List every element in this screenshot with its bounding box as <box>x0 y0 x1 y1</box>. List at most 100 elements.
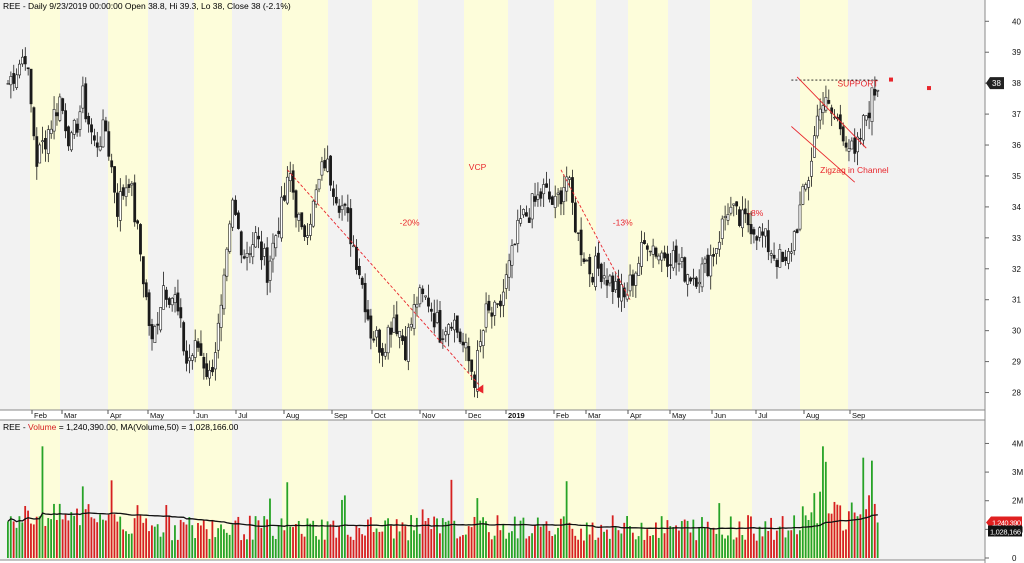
volume-bar <box>300 533 303 558</box>
volume-bar <box>309 523 312 558</box>
candle-body <box>69 132 73 151</box>
volume-bar <box>542 524 545 558</box>
volume-bar <box>663 533 666 558</box>
candle-body <box>870 87 874 122</box>
candle-body <box>550 196 554 205</box>
candle-body <box>464 342 468 349</box>
candle-body <box>156 323 160 326</box>
volume-bar <box>266 519 268 558</box>
candle-body <box>268 260 272 281</box>
volume-title-prefix: REE - <box>3 422 28 432</box>
candle-body <box>568 177 572 180</box>
candle-body <box>752 229 756 235</box>
candle-body <box>617 278 620 298</box>
candle-body <box>378 329 381 353</box>
candle-body <box>789 251 793 254</box>
month-band-volume <box>848 420 985 560</box>
candle-body <box>139 224 142 255</box>
volume-bar <box>516 538 519 558</box>
volume-bar <box>744 539 747 558</box>
volume-bar <box>513 516 516 558</box>
volume-bar <box>433 516 436 558</box>
month-band <box>596 0 628 410</box>
volume-bar <box>453 520 456 558</box>
candle-body <box>810 160 813 177</box>
volume-bar <box>738 521 741 558</box>
candle-body <box>401 335 404 342</box>
candle-body <box>608 275 612 284</box>
candle-body <box>173 294 177 303</box>
candle-body <box>297 213 301 221</box>
volume-bar <box>352 539 355 558</box>
candle-body <box>49 128 53 134</box>
volume-bar <box>297 520 300 558</box>
candle-body <box>582 258 586 262</box>
candle-body <box>314 189 318 205</box>
candle-body <box>41 140 44 143</box>
candle-body <box>801 186 805 205</box>
volume-bar <box>796 534 798 558</box>
candle-body <box>424 295 428 298</box>
volume-bar <box>793 515 796 558</box>
candle-body <box>743 208 747 215</box>
volume-bar <box>680 521 683 558</box>
price-tick-label: 29 <box>1012 358 1021 367</box>
volume-bar <box>401 522 404 558</box>
volume-bar <box>606 529 608 558</box>
candle-body <box>144 282 148 298</box>
volume-bar <box>781 516 784 558</box>
volume-bar <box>398 531 401 558</box>
annotation-label: VCP <box>469 162 487 172</box>
candle-body <box>153 326 157 343</box>
candle-body <box>110 160 114 168</box>
volume-bar <box>145 518 148 558</box>
volume-bar <box>329 524 332 558</box>
volume-bar <box>450 479 453 558</box>
volume-bar <box>274 539 277 558</box>
x-tick-label: Mar <box>64 411 77 420</box>
volume-bar <box>7 521 9 558</box>
candle-body <box>369 315 373 339</box>
volume-bar <box>87 504 90 558</box>
price-tick-label: 40 <box>1012 17 1021 26</box>
volume-bar <box>9 516 12 558</box>
volume-bar <box>591 522 594 558</box>
candle-body <box>239 231 243 256</box>
x-tick-label: 2019 <box>508 411 525 420</box>
candle-body <box>556 192 560 195</box>
candle-body <box>648 250 652 253</box>
volume-bar <box>38 516 41 558</box>
volume-bar <box>315 536 317 558</box>
candle-body <box>323 160 327 169</box>
x-tick-label: Mar <box>588 411 601 420</box>
candle-body <box>444 331 448 336</box>
volume-bar <box>436 518 438 558</box>
candle-body <box>167 298 171 305</box>
volume-bar <box>830 513 833 558</box>
volume-bar <box>732 539 735 558</box>
candle-body <box>553 195 557 208</box>
volume-bar <box>407 540 410 558</box>
candle-body <box>375 330 379 338</box>
volume-bar <box>369 517 372 558</box>
volume-bar <box>804 515 807 558</box>
volume-bar <box>464 534 467 558</box>
month-band <box>30 0 60 410</box>
volume-bar <box>816 523 819 558</box>
volume-bar <box>727 535 729 558</box>
candle-body <box>334 196 338 204</box>
candle-body <box>121 187 125 196</box>
volume-bar <box>174 525 176 558</box>
annotation-label: SUPPORT <box>837 78 878 88</box>
candle-body <box>179 307 183 319</box>
candle-body <box>343 203 347 206</box>
volume-bar <box>565 481 568 558</box>
candle-body <box>631 274 635 286</box>
candle-body <box>876 89 880 92</box>
candle-body <box>196 341 200 348</box>
volume-bar <box>343 495 346 558</box>
volume-bar <box>271 535 274 558</box>
candle-body <box>738 209 741 226</box>
candle-body <box>386 326 390 354</box>
